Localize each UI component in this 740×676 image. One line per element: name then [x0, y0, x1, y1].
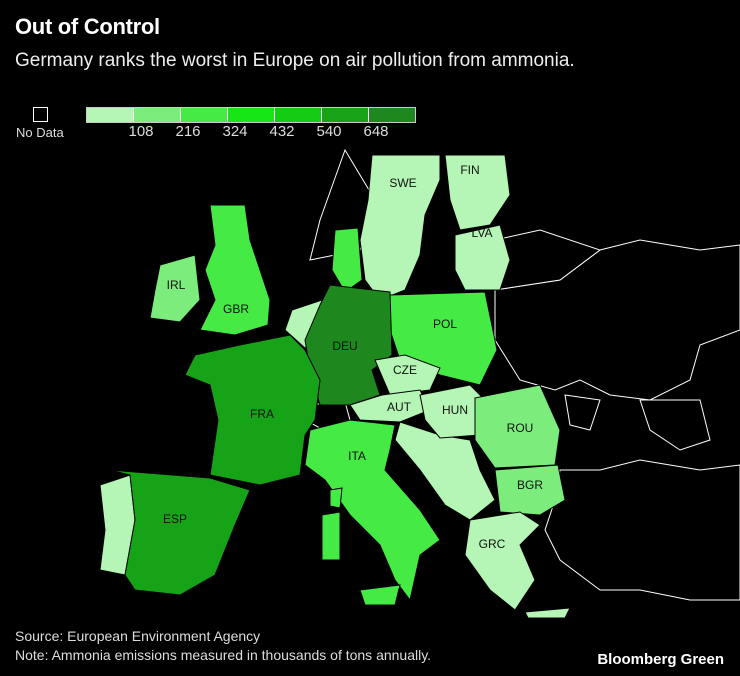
- country-GRC: [464, 511, 541, 611]
- country-label-AUT: AUT: [387, 400, 412, 414]
- no-data-label: No Data: [16, 125, 64, 140]
- country-label-GRC: GRC: [479, 537, 506, 551]
- subtitle: Germany ranks the worst in Europe on air…: [15, 50, 575, 71]
- country-balkans: [394, 421, 496, 521]
- legend-swatch: [275, 108, 322, 122]
- legend-tick: 216: [175, 123, 201, 140]
- legend-tick: 540: [316, 123, 342, 140]
- country-FIN: [444, 154, 511, 231]
- color-legend: [86, 107, 416, 123]
- country-GBR: [199, 204, 271, 336]
- country-label-FRA: FRA: [250, 407, 274, 421]
- country-corsica: [329, 487, 343, 509]
- legend-swatch: [87, 108, 134, 122]
- legend-tick: 432: [269, 123, 295, 140]
- country-outline: [544, 459, 740, 601]
- country-label-BGR: BGR: [517, 478, 543, 492]
- legend-swatch: [228, 108, 275, 122]
- legend-swatch: [322, 108, 369, 122]
- country-SWE: [359, 154, 441, 301]
- legend-swatch: [134, 108, 181, 122]
- source-note: Source: European Environment Agency: [15, 628, 261, 644]
- country-sicily: [359, 584, 401, 606]
- country-label-LVA: LVA: [472, 226, 493, 240]
- country-ESP: [109, 469, 251, 596]
- title: Out of Control: [15, 14, 160, 39]
- country-CZE: [374, 354, 441, 396]
- country-LVA: [454, 224, 511, 291]
- country-outline: [564, 394, 601, 431]
- country-FRA: [184, 334, 321, 486]
- country-BGR: [494, 464, 566, 516]
- no-data-swatch: [33, 107, 48, 122]
- legend-tick: 108: [128, 123, 154, 140]
- country-outline: [639, 399, 711, 451]
- country-label-GBR: GBR: [223, 302, 249, 316]
- country-crete: [524, 607, 571, 619]
- legend-swatch: [181, 108, 228, 122]
- country-label-CZE: CZE: [393, 363, 417, 377]
- country-label-POL: POL: [433, 317, 457, 331]
- country-label-IRL: IRL: [167, 278, 186, 292]
- country-label-ROU: ROU: [507, 421, 534, 435]
- country-label-DEU: DEU: [332, 339, 357, 353]
- country-label-FIN: FIN: [460, 163, 479, 177]
- country-denmark-norway: [331, 227, 363, 293]
- footnote: Note: Ammonia emissions measured in thou…: [15, 647, 432, 663]
- country-IRL: [149, 254, 201, 323]
- non-eu-outlines: [304, 148, 740, 601]
- country-label-HUN: HUN: [442, 403, 468, 417]
- legend-tick: 648: [363, 123, 389, 140]
- brand-logo: Bloomberg Green: [597, 651, 724, 668]
- country-label-SWE: SWE: [389, 176, 416, 190]
- country-label-ESP: ESP: [163, 512, 187, 526]
- legend-swatch: [369, 108, 415, 122]
- legend-tick: 324: [222, 123, 248, 140]
- country-sardinia: [321, 511, 341, 561]
- country-label-ITA: ITA: [348, 449, 366, 463]
